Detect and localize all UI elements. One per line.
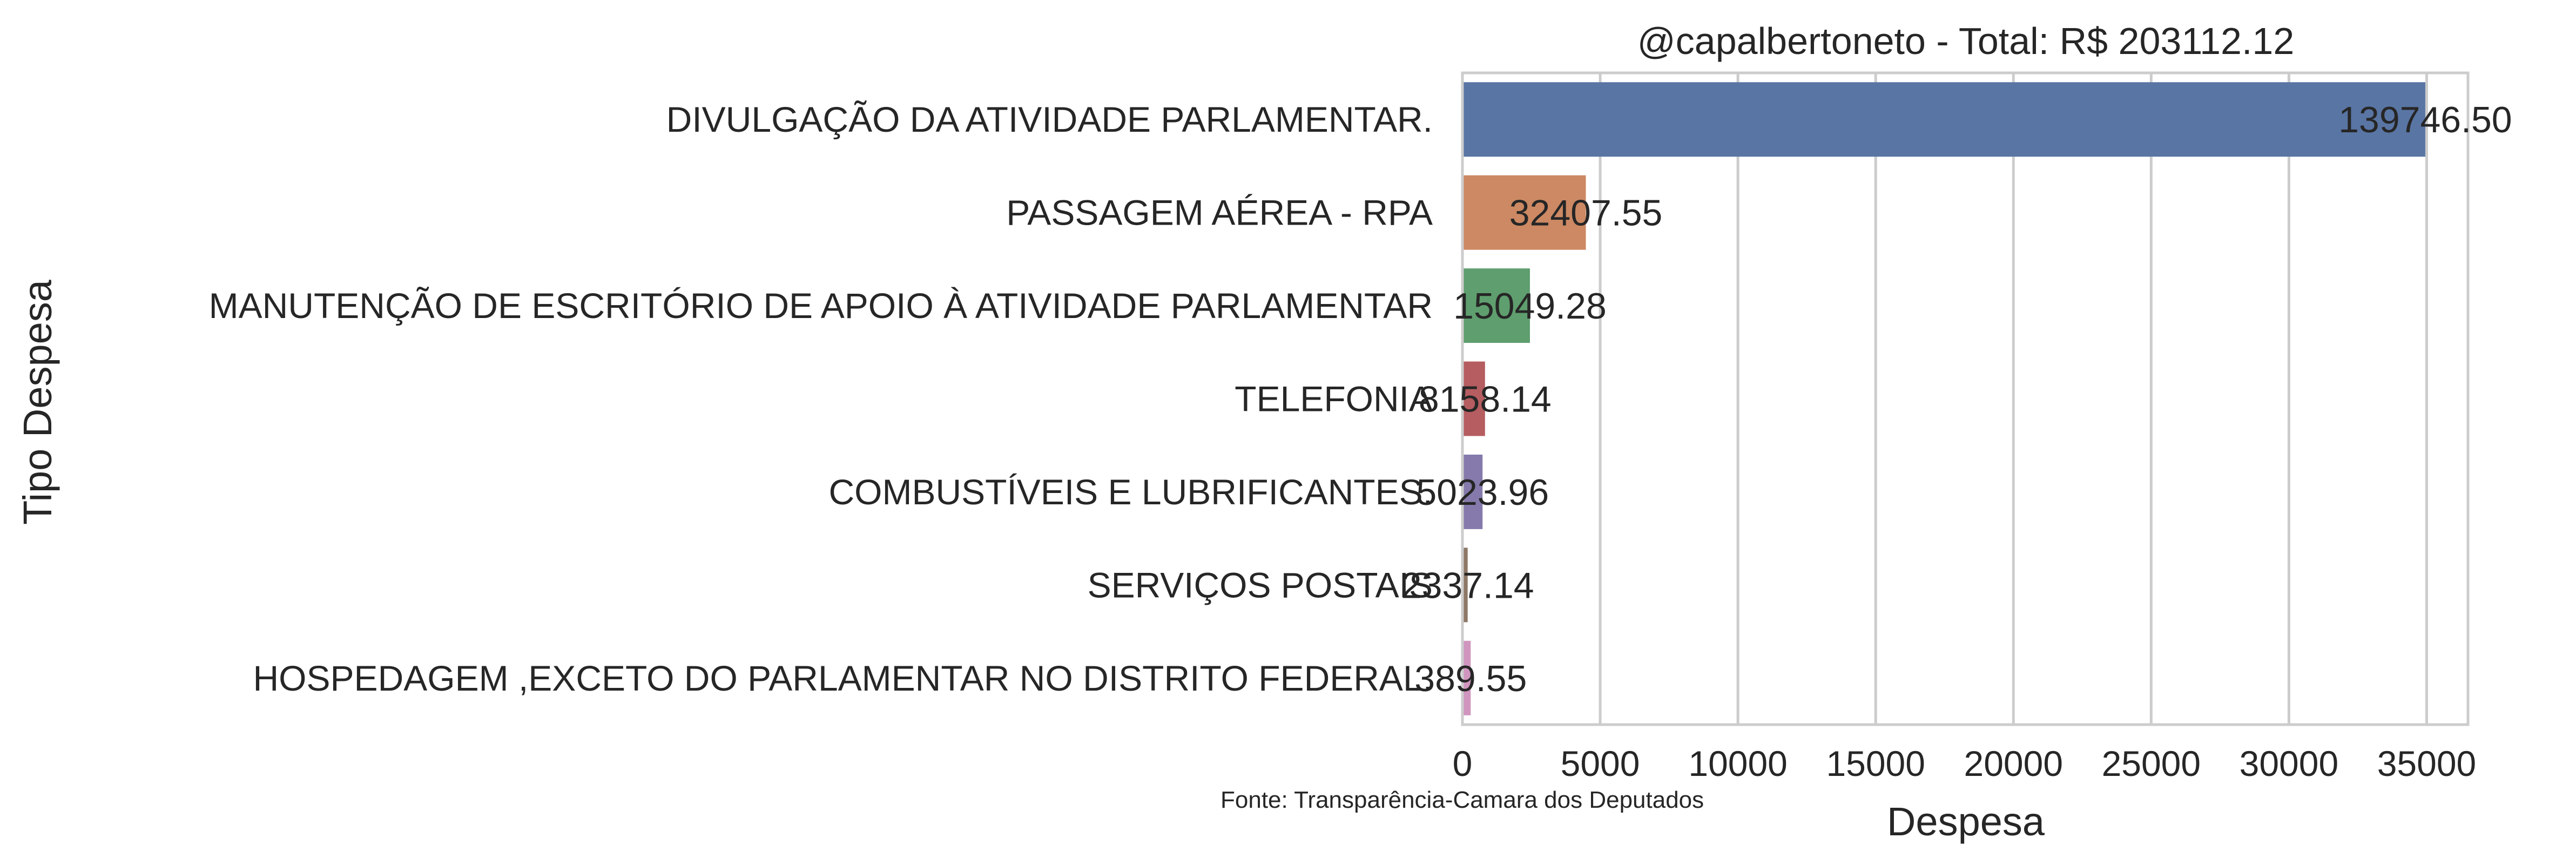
x-tick-label: 25000 (2102, 744, 2201, 783)
gridlines (1461, 73, 2428, 725)
category-label: COMBUSTÍVEIS E LUBRIFICANTES. (828, 472, 1433, 512)
plot-frame (1461, 71, 2470, 726)
bar (1462, 361, 1485, 436)
category-label: HOSPEDAGEM ,EXCETO DO PARLAMENTAR NO DIS… (253, 658, 1433, 698)
bar (1462, 175, 1586, 250)
value-label: 15049.28 (1453, 286, 1607, 327)
x-tick-label: 20000 (1964, 744, 2064, 783)
x-tick-label: 35000 (2377, 744, 2477, 783)
value-label: 5023.96 (1416, 472, 1549, 513)
value-labels: 139746.50 32407.55 15049.28 8158.14 5023.96 2… (1401, 99, 2512, 699)
source-note: Fonte: Transparência-Camara dos Deputado… (1220, 787, 1704, 813)
x-tick-label: 5000 (1561, 744, 1640, 783)
bar (1462, 82, 2425, 157)
value-label: 8158.14 (1419, 379, 1552, 420)
bar (1462, 268, 1530, 343)
value-label: 2337.14 (1401, 565, 1534, 606)
x-tick-label: 10000 (1688, 744, 1788, 783)
category-labels: DIVULGAÇÃO DA ATIVIDADE PARLAMENTAR. PASS… (209, 99, 1433, 698)
x-axis-label: Despesa (1887, 799, 2045, 844)
category-label: DIVULGAÇÃO DA ATIVIDADE PARLAMENTAR. (666, 99, 1433, 139)
x-tick-label: 15000 (1826, 744, 1925, 783)
value-label: 389.55 (1414, 658, 1527, 699)
y-axis-label: Tipo Despesa (15, 279, 60, 525)
category-label: SERVIÇOS POSTAIS (1088, 565, 1433, 605)
value-label: 32407.55 (1509, 193, 1663, 234)
bar (1462, 454, 1483, 529)
category-label: TELEFONIA (1235, 379, 1433, 419)
bar (1462, 640, 1471, 715)
bars (1462, 82, 2425, 715)
value-label: 139746.50 (2338, 99, 2512, 140)
category-label: MANUTENÇÃO DE ESCRITÓRIO DE APOIO À ATIV… (209, 286, 1433, 326)
chart-title: @capalbertoneto - Total: R$ 203112.12 (1637, 20, 2295, 62)
x-tick-labels: 0 5000 10000 15000 20000 25000 30000 35000 (1453, 744, 2477, 783)
bar (1462, 548, 1468, 623)
category-label: PASSAGEM AÉREA - RPA (1006, 193, 1433, 233)
x-tick-label: 0 (1453, 744, 1473, 783)
x-tick-label: 30000 (2240, 744, 2339, 783)
